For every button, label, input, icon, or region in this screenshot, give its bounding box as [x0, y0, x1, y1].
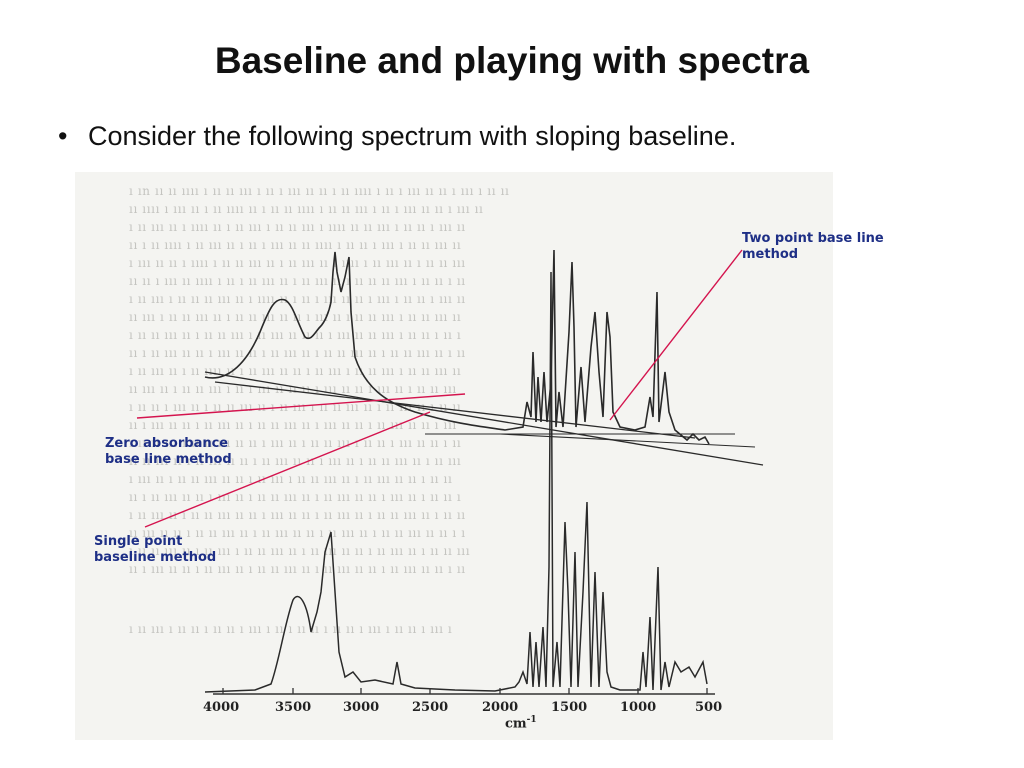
bullet-dot-icon: •: [58, 121, 68, 151]
baseline-line-4: [499, 433, 756, 448]
scanned-spectrum-image: ı ın ıı ıı ıııı ı ıı ıı ııı ı ıı ı ııı ı…: [75, 172, 833, 740]
x-axis-unit-text: cm: [505, 716, 527, 732]
x-axis-ticks: [222, 688, 708, 694]
baseline-line-1: [204, 371, 764, 466]
two-point-baseline-annotation: Two point base line method: [742, 231, 884, 262]
x-tick-label-1000: 1000: [620, 700, 657, 715]
single-point-baseline-annotation: Single point baseline method: [94, 534, 217, 565]
bullet-text: Consider the following spectrum with slo…: [88, 121, 737, 151]
slide-title: Baseline and playing with spectra: [214, 40, 810, 81]
x-tick-label-2500: 2500: [412, 700, 449, 715]
x-tick-label-500: 500: [695, 700, 723, 715]
two-point-pointer-line: [609, 249, 743, 421]
x-tick-label-3500: 3500: [275, 700, 312, 715]
single-point-pointer-line: [144, 411, 431, 528]
x-axis-unit-exponent: -1: [526, 715, 537, 725]
x-tick-label-4000: 4000: [203, 700, 240, 715]
x-tick-label-1500: 1500: [551, 700, 588, 715]
x-axis-unit-label: cm-1: [505, 715, 537, 731]
zero-absorbance-pointer-line: [136, 393, 466, 419]
lower-spectrum-trace: [204, 271, 708, 693]
baseline-line-2: [214, 381, 696, 439]
zero-absorbance-annotation: Zero absorbance base line method: [105, 436, 232, 467]
upper-spectrum-trace: [204, 249, 710, 445]
faded-background-text: ı ın ıı ıı ıııı ı ıı ıı ııı ı ıı ı ııı ı…: [129, 184, 510, 636]
x-tick-label-3000: 3000: [343, 700, 380, 715]
bullet-item: • Consider the following spectrum with sl…: [58, 121, 736, 152]
x-tick-label-2000: 2000: [482, 700, 519, 715]
spectrum-drawing: [136, 249, 764, 695]
